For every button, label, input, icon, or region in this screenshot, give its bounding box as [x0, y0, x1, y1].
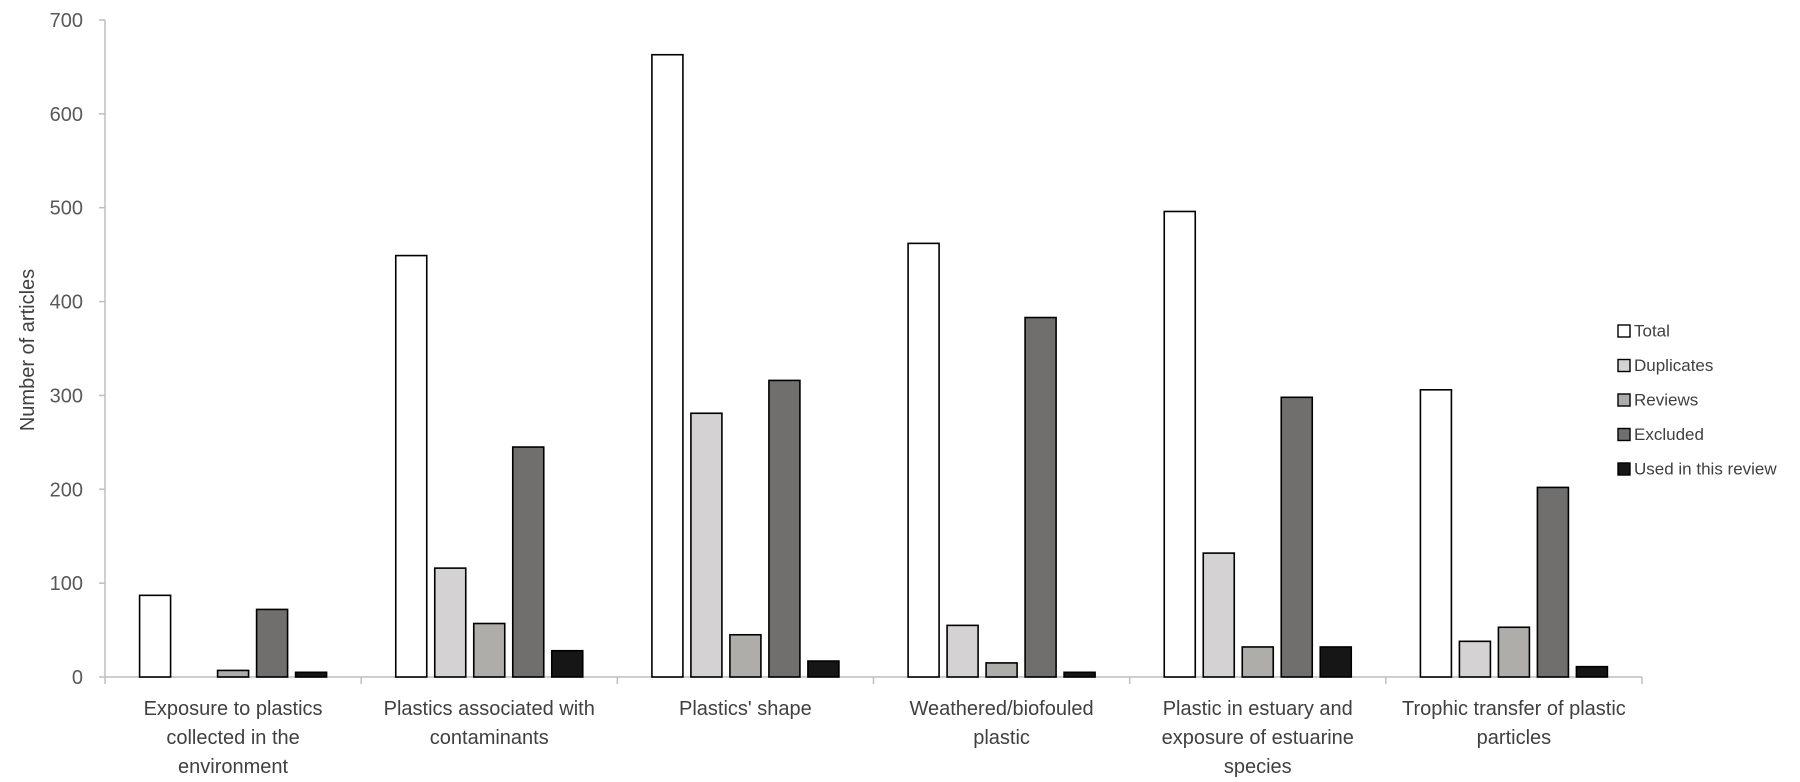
bar-duplicates: [690, 412, 723, 678]
y-tick-label: 600: [50, 104, 83, 126]
y-tick-label: 100: [50, 573, 83, 595]
bar-duplicates: [1458, 640, 1492, 678]
bar-reviews: [216, 669, 250, 678]
bar-duplicates: [1202, 552, 1236, 678]
bar-total: [1419, 388, 1453, 678]
bar-used-in-this-review: [294, 671, 328, 678]
bar-used-in-this-review: [807, 660, 840, 678]
bar-used-in-this-review: [1575, 665, 1609, 678]
bar-duplicates: [433, 567, 467, 678]
bar-duplicates: [946, 624, 979, 678]
bar-excluded: [1280, 396, 1314, 678]
y-tick-label: 500: [50, 198, 83, 220]
bar-used-in-this-review: [550, 649, 584, 678]
y-tick-label: 400: [50, 292, 83, 314]
bar-total: [138, 594, 172, 678]
plot-area: 0 100 200 300 400 500 600 700 Exposure to plast…: [50, 10, 1643, 778]
bar-excluded: [1024, 316, 1057, 678]
x-category-label: Trophic transfer of plastic particles: [1402, 698, 1626, 749]
bar-excluded: [1536, 486, 1570, 678]
legend-item: Duplicates: [1617, 356, 1713, 375]
x-category-label: Exposure to plastics collected in the envi…: [144, 698, 323, 778]
y-axis-ticks: 0 100 200 300 400 500 600 700: [50, 10, 105, 689]
legend-item: Reviews: [1617, 391, 1698, 410]
legend: Total Duplicates Reviews Excluded Used in th…: [1617, 322, 1777, 479]
legend-item: Used in this review: [1617, 460, 1777, 479]
legend-label: Duplicates: [1634, 356, 1713, 375]
x-axis-ticks: [104, 677, 1643, 684]
legend-item: Excluded: [1617, 425, 1704, 444]
bar-reviews: [1241, 646, 1275, 678]
x-category-label: Plastics' shape: [679, 698, 812, 720]
bar-excluded: [255, 608, 289, 678]
y-tick-label: 200: [50, 479, 83, 501]
bar-total: [907, 242, 940, 678]
bar-total: [1163, 210, 1197, 678]
bar-used-in-this-review: [1063, 671, 1096, 678]
y-axis-label: Number of articles: [17, 269, 39, 431]
legend-item: Total: [1617, 322, 1670, 341]
y-tick-label: 0: [72, 667, 83, 689]
legend-label: Excluded: [1634, 425, 1704, 444]
bar-excluded: [768, 379, 801, 678]
x-category-label: Weathered/biofouled plastic: [909, 698, 1093, 749]
legend-swatch: [1617, 427, 1631, 442]
y-tick-label: 700: [50, 10, 83, 32]
bar-total: [394, 254, 428, 678]
legend-swatch: [1617, 324, 1631, 338]
x-axis-labels: Exposure to plastics collected in the envi…: [144, 698, 1626, 778]
legend-label: Used in this review: [1634, 460, 1777, 479]
legend-label: Reviews: [1634, 391, 1698, 410]
y-tick-label: 300: [50, 385, 83, 407]
legend-label: Total: [1634, 322, 1670, 341]
bar-reviews: [729, 633, 762, 678]
bar-used-in-this-review: [1319, 646, 1353, 678]
bar-reviews: [1497, 626, 1531, 678]
x-category-label: Plastics associated with contaminants: [384, 698, 595, 749]
legend-swatch: [1617, 462, 1631, 476]
bar-reviews: [472, 622, 506, 678]
bar-excluded: [511, 446, 545, 678]
bar-reviews: [985, 662, 1018, 678]
bars: [138, 53, 1609, 678]
legend-swatch: [1617, 358, 1631, 373]
x-category-label: Plastic in estuary and exposure of estuar…: [1162, 698, 1354, 778]
bar-total: [651, 53, 684, 678]
legend-swatch: [1617, 393, 1631, 407]
